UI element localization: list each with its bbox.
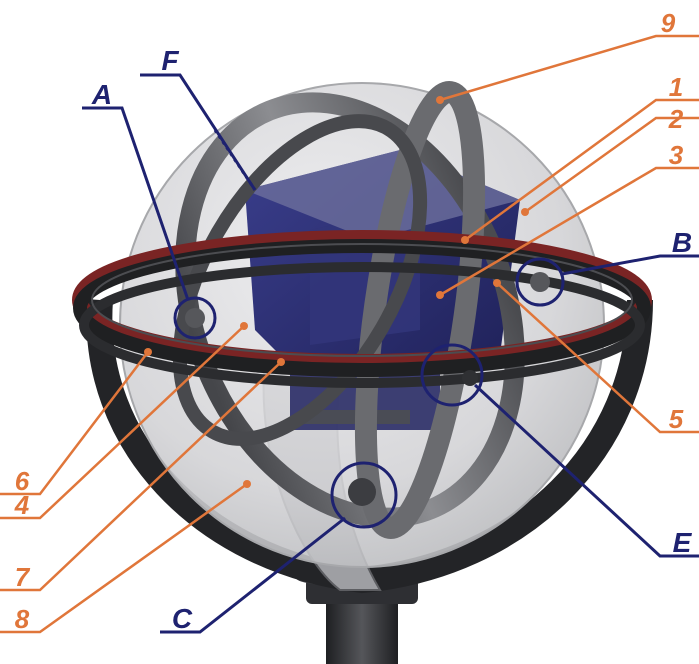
numbered-labels: 9 1 2 3 5 6 4 7 8	[14, 8, 684, 634]
label-6: 6	[15, 466, 30, 496]
detail-circle-c	[330, 461, 398, 529]
label-e: E	[673, 527, 693, 558]
label-5: 5	[669, 404, 684, 434]
label-1: 1	[669, 72, 683, 102]
label-3: 3	[669, 140, 684, 170]
leader-4	[0, 325, 245, 520]
leader-lines-numbered	[0, 34, 699, 634]
label-4: 4	[14, 490, 30, 520]
leader-5	[496, 282, 699, 434]
detail-circle-e	[420, 343, 484, 407]
leader-1	[464, 98, 699, 242]
label-9: 9	[661, 8, 676, 38]
leader-6	[0, 351, 149, 496]
label-7: 7	[15, 562, 31, 592]
gimbal-rings	[172, 81, 525, 539]
leader-e	[473, 383, 699, 558]
gimbal-ring-mid	[172, 114, 428, 446]
leader-a	[82, 106, 190, 301]
leader-dots	[144, 96, 529, 488]
mount-knob-bottom	[348, 478, 376, 506]
leader-lines-lettered	[82, 73, 699, 634]
pedestal-pole	[326, 600, 398, 664]
leader-7	[0, 361, 282, 592]
label-a: A	[91, 79, 112, 110]
leader-b	[561, 254, 699, 276]
mount-knob-right	[530, 272, 550, 292]
label-b: B	[672, 227, 692, 258]
leader-8	[0, 482, 248, 634]
mount-knob-front	[462, 370, 478, 386]
detail-circles	[173, 257, 565, 529]
label-c: C	[172, 603, 193, 634]
label-f: F	[161, 45, 179, 76]
leader-f	[140, 73, 257, 191]
leader-9	[439, 34, 699, 102]
mount-knob-left	[185, 308, 205, 328]
label-2: 2	[668, 104, 684, 134]
detail-circle-b	[515, 257, 565, 307]
leader-3	[439, 166, 699, 297]
leader-c	[160, 516, 346, 634]
lettered-labels: F A B E C	[91, 45, 693, 634]
detail-circle-a	[173, 296, 217, 340]
gimbal-ring-inner	[354, 81, 486, 539]
equatorial-ring	[72, 230, 652, 388]
leader-2	[524, 116, 699, 214]
label-8: 8	[15, 604, 30, 634]
